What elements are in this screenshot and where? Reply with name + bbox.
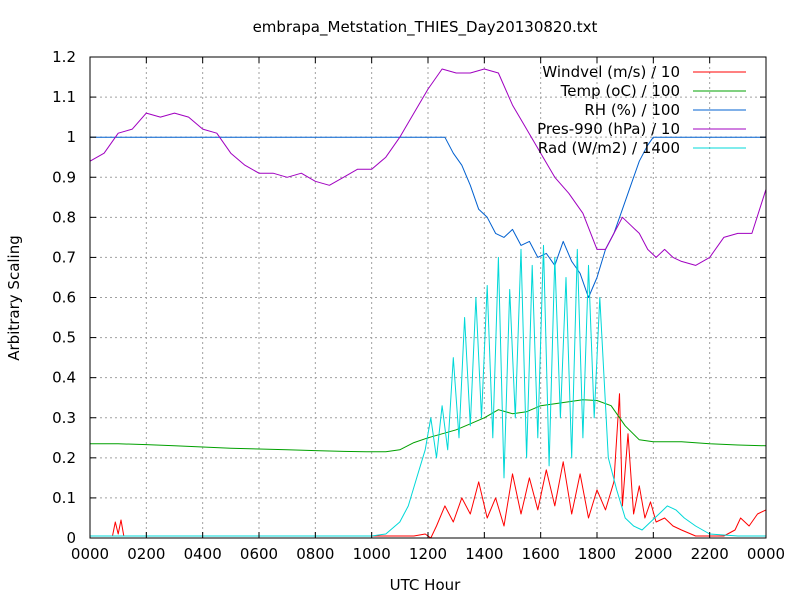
x-tick-label: 1000 <box>353 545 391 563</box>
axis-ticks <box>89 56 767 539</box>
y-axis-title: Arbitrary Scaling <box>5 235 23 361</box>
x-tick-label: 0600 <box>240 545 278 563</box>
x-tick-label: 2200 <box>691 545 729 563</box>
x-tick-label: 1800 <box>578 545 616 563</box>
series-line-3 <box>90 136 766 298</box>
series-line-1 <box>90 393 767 539</box>
x-tick-label: 2000 <box>634 545 672 563</box>
x-axis-title: UTC Hour <box>390 576 461 594</box>
y-tick-label: 0.4 <box>52 369 76 387</box>
legend-label: Windvel (m/s) / 10 <box>542 63 680 81</box>
series-line-4 <box>89 68 767 266</box>
y-tick-label: 0.2 <box>52 449 76 467</box>
y-tick-label: 0.5 <box>52 329 76 347</box>
y-tick-label: 1.1 <box>52 88 76 106</box>
x-tick-label: 1200 <box>409 545 447 563</box>
y-tick-label: 0.3 <box>52 409 76 427</box>
x-tick-label: 1400 <box>465 545 503 563</box>
x-tick-label: 0400 <box>184 545 222 563</box>
x-tick-label: 0800 <box>296 545 334 563</box>
y-tick-label: 0 <box>66 529 76 547</box>
x-tick-label: 0000 <box>71 545 109 563</box>
tick-labels: 0000 0200 0400 0600 0800 1000 1200 1400 1600 1800… <box>52 48 785 563</box>
legend-label: Temp (oC) / 100 <box>560 82 680 100</box>
series-line-5 <box>90 244 766 537</box>
y-tick-label: 0.1 <box>52 489 76 507</box>
x-tick-label: 1600 <box>522 545 560 563</box>
y-tick-label: 0.6 <box>52 289 76 307</box>
series-layer <box>89 68 767 539</box>
y-tick-label: 0.7 <box>52 248 76 266</box>
legend-label: Pres-990 (hPa) / 10 <box>537 120 680 138</box>
y-tick-label: 0.9 <box>52 168 76 186</box>
y-tick-label: 0.8 <box>52 208 76 226</box>
y-tick-label: 1.2 <box>52 48 76 66</box>
y-tick-label: 1 <box>66 128 76 146</box>
legend-label: Rad (W/m2) / 1400 <box>538 139 680 157</box>
legend-label: RH (%) / 100 <box>584 101 680 119</box>
x-tick-label: 0000 <box>747 545 785 563</box>
chart-title: embrapa_Metstation_THIES_Day20130820.txt <box>253 18 598 37</box>
x-tick-label: 0200 <box>127 545 165 563</box>
